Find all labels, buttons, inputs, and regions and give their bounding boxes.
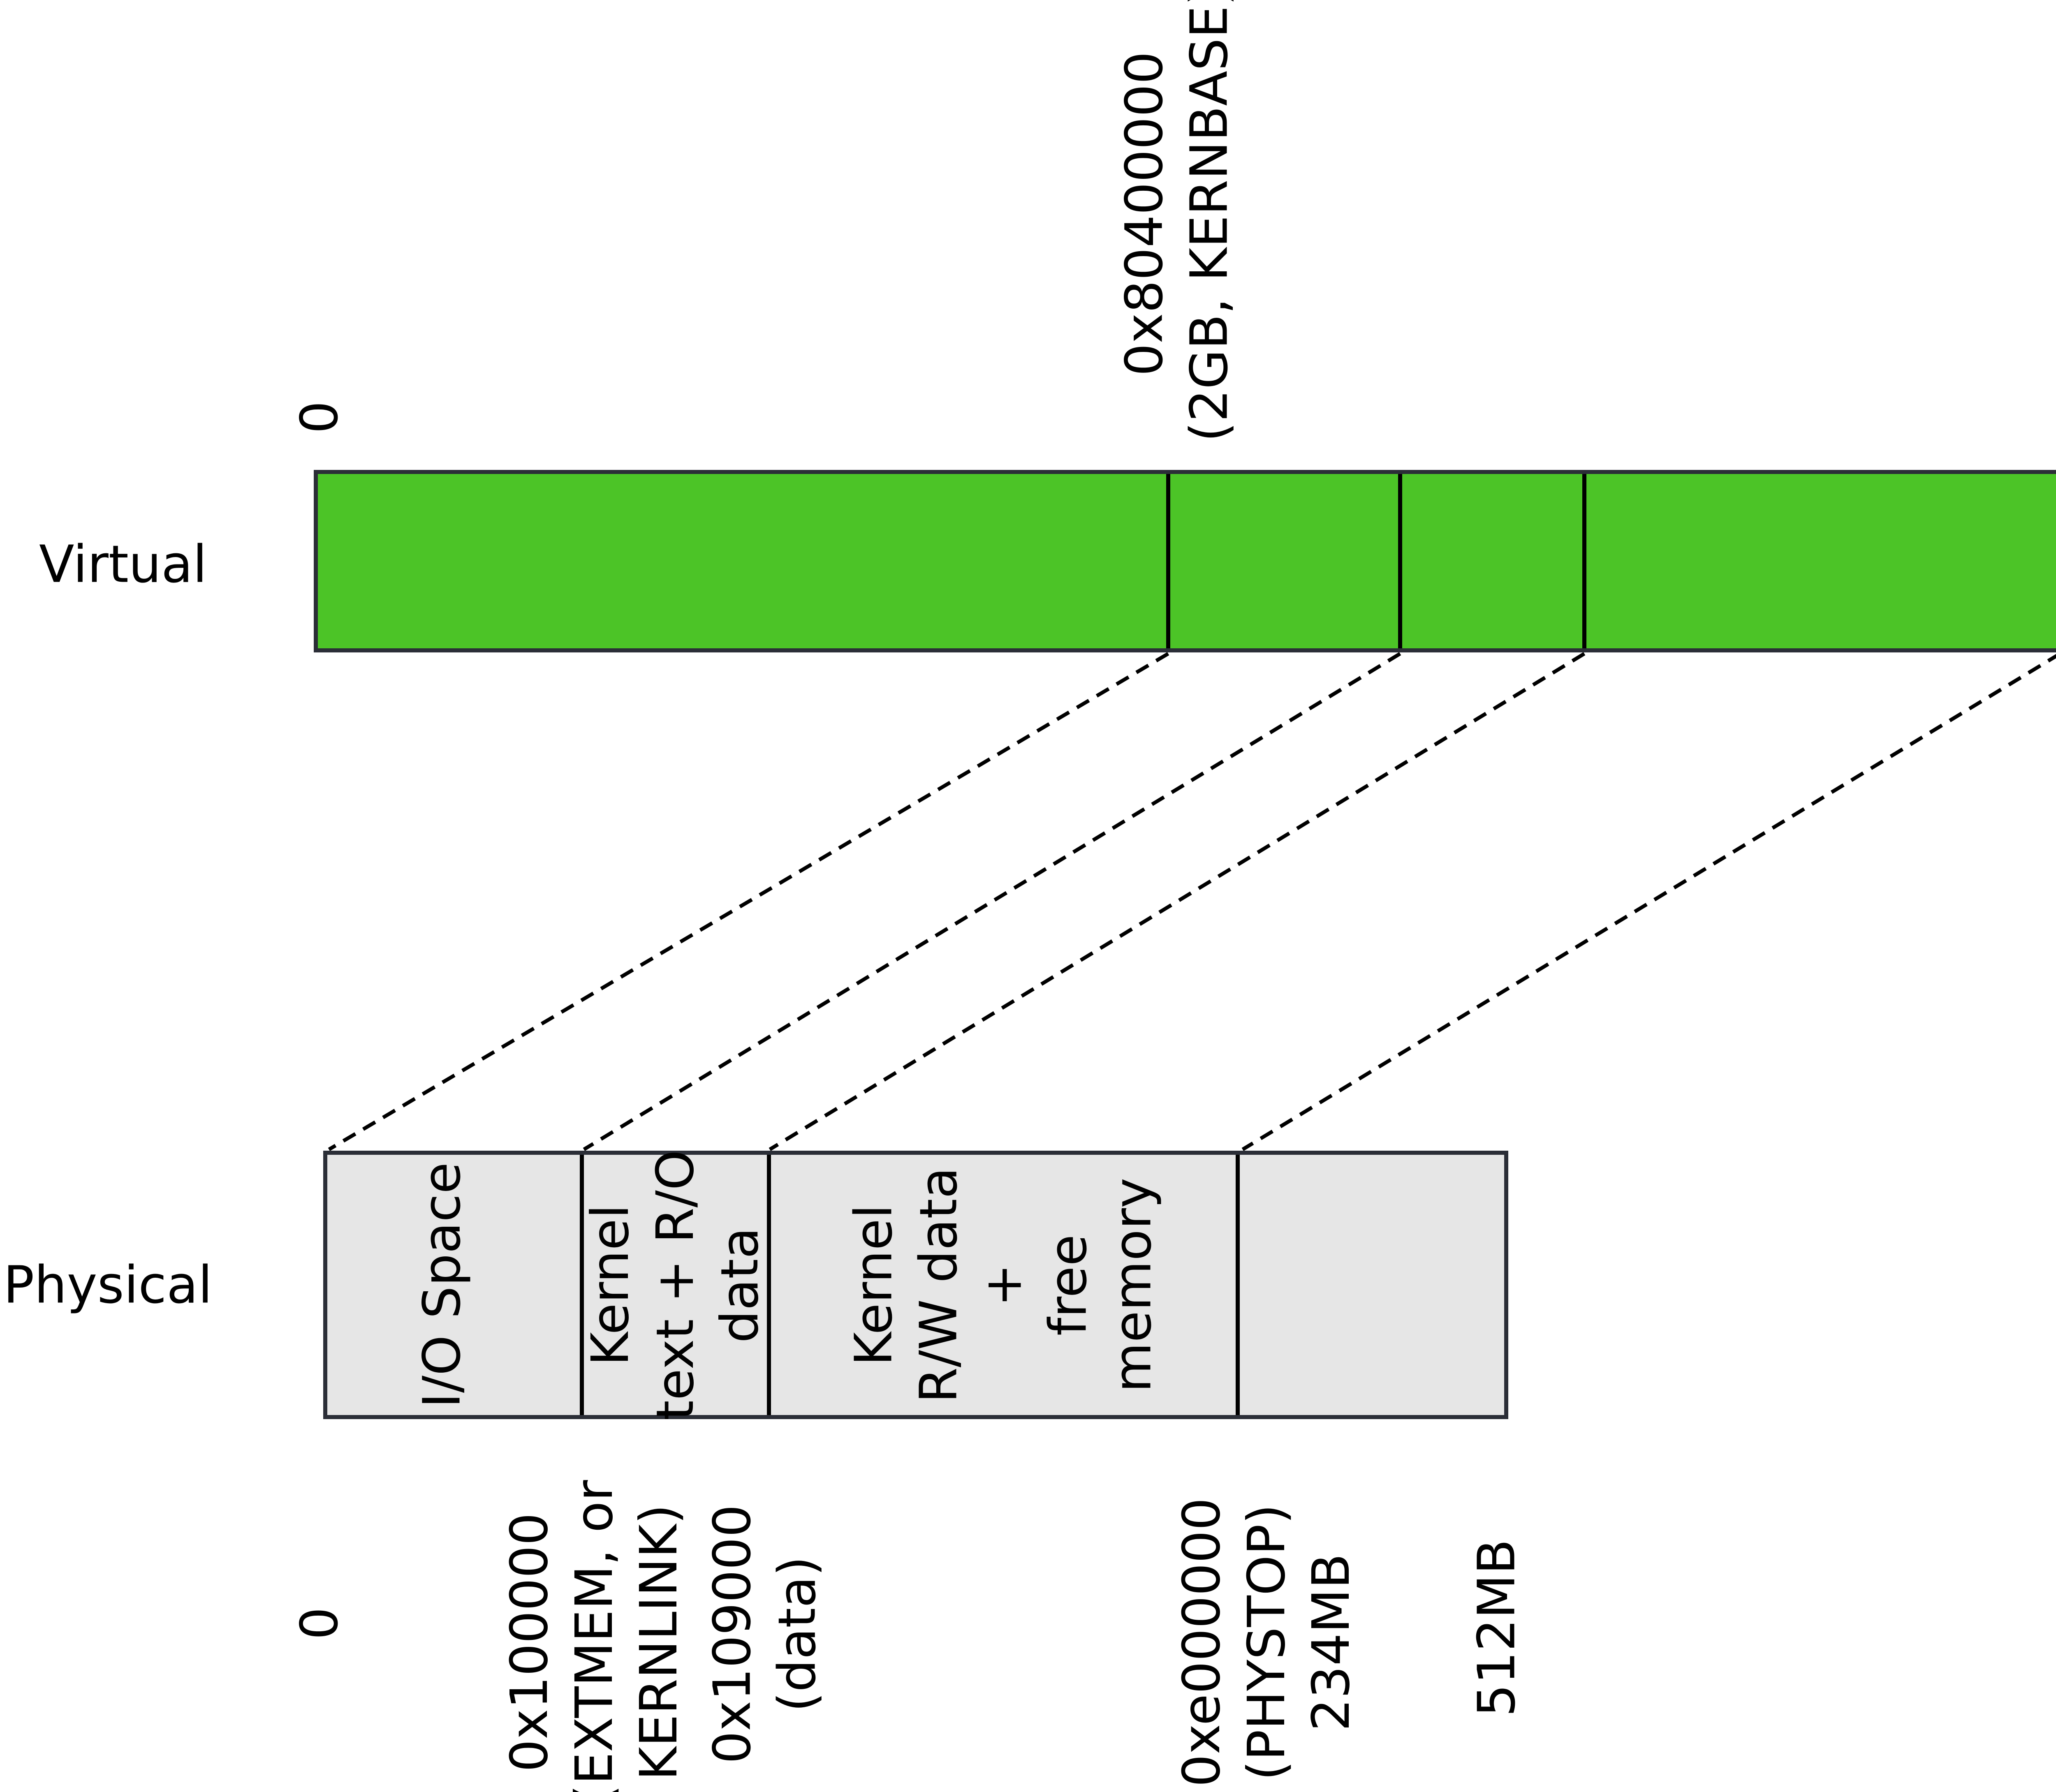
physical-divider-extmem	[580, 1155, 584, 1415]
virtual-tick-zero: 0	[289, 401, 350, 434]
virtual-bar-title: Virtual	[39, 534, 207, 594]
virtual-divider-kernlink	[1398, 474, 1402, 648]
physical-tick-extmem: 0x100000 (EXTMEM, or KERNLINK)	[499, 1480, 689, 1792]
mapping-line-kernlink	[583, 652, 1401, 1151]
physical-tick-phystop: 0xe000000 (PHYSTOP) 234MB	[1172, 1498, 1361, 1787]
virtual-address-bar	[314, 470, 2056, 652]
physical-segment-kernel-rw: Kernel R/W data + free memory	[844, 1167, 1163, 1403]
mapping-line-phystop	[1241, 654, 2056, 1151]
virtual-divider-kernbase	[1166, 474, 1170, 648]
mapping-line-kernbase-to-0	[328, 652, 1169, 1151]
physical-bar-title: Physical	[3, 1255, 213, 1315]
physical-tick-data: 0x109000 (data)	[702, 1504, 827, 1764]
mapping-line-data	[769, 652, 1586, 1151]
physical-segment-io-space: I/O Space	[412, 1162, 472, 1408]
physical-divider-data	[767, 1155, 771, 1415]
physical-memory-bar	[323, 1151, 1508, 1419]
physical-tick-zero: 0	[289, 1607, 350, 1640]
physical-divider-phystop	[1236, 1155, 1240, 1415]
virtual-tick-kernbase: 0x80400000 (2GB, KERNBASE)	[1114, 0, 1239, 442]
physical-segment-kernel-text: Kernel text + R/O data	[580, 1149, 770, 1421]
physical-tick-512mb: 512MB	[1467, 1539, 1527, 1717]
virtual-divider-data	[1582, 474, 1586, 648]
